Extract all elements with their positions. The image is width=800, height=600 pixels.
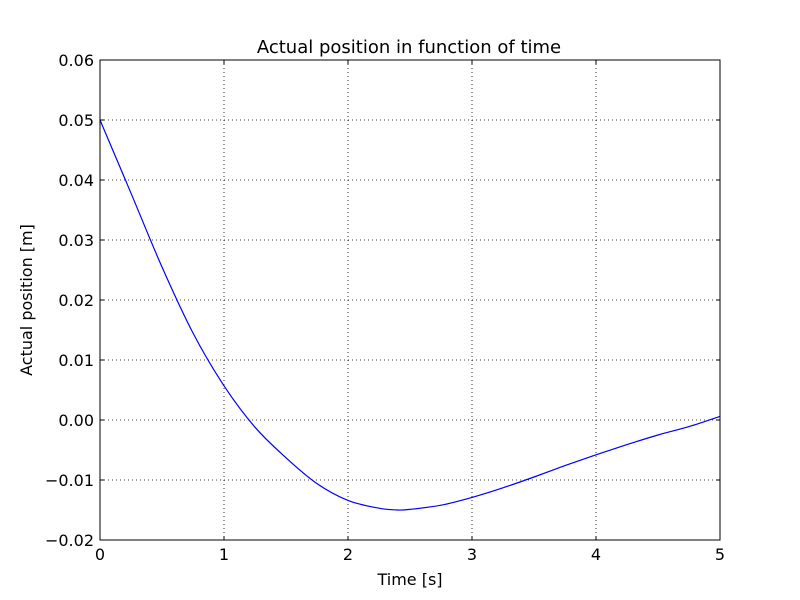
grid-lines	[100, 60, 720, 540]
x-tick-label: 5	[715, 545, 725, 564]
tick-marks	[99, 59, 721, 541]
series-line	[99, 119, 721, 511]
x-tick-label: 2	[343, 545, 353, 564]
y-tick-labels: −0.02 −0.01 0.00 0.01 0.02 0.03 0.04 0.05 0.06	[45, 51, 94, 550]
chart-title: Actual position in function of time	[257, 37, 561, 58]
x-tick-label: 4	[591, 545, 601, 564]
y-tick-label: 0.01	[58, 351, 94, 370]
y-tick-label: 0.04	[58, 171, 94, 190]
y-tick-label: 0.03	[58, 231, 94, 250]
x-tick-label: 1	[219, 545, 229, 564]
y-tick-label: 0.02	[58, 291, 94, 310]
y-tick-label: 0.00	[58, 411, 94, 430]
x-tick-label: 0	[95, 545, 105, 564]
y-axis-label: Actual position [m]	[17, 224, 36, 376]
series-layer	[99, 119, 721, 511]
y-tick-label: 0.05	[58, 111, 94, 130]
y-tick-label: −0.02	[45, 531, 94, 550]
y-tick-label: −0.01	[45, 471, 94, 490]
x-tick-label: 3	[467, 545, 477, 564]
x-tick-labels: 0 1 2 3 4 5	[95, 545, 725, 564]
y-tick-label: 0.06	[58, 51, 94, 70]
x-axis-label: Time [s]	[376, 570, 442, 589]
